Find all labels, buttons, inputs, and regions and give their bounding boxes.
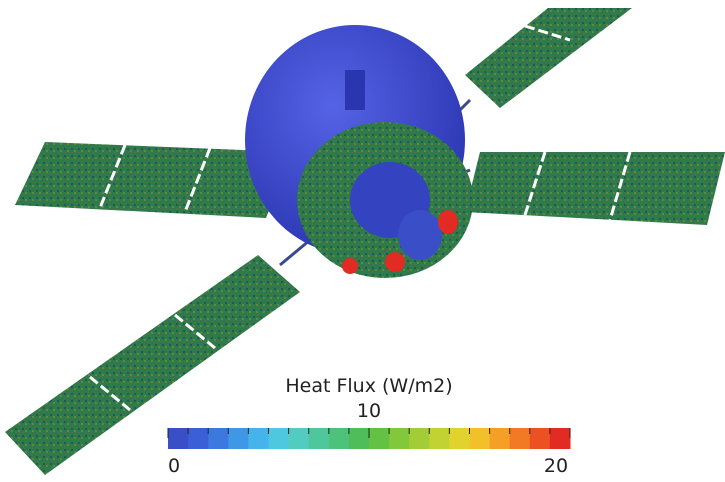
- color-band: [429, 428, 450, 449]
- color-band: [530, 428, 551, 449]
- color-band: [550, 428, 571, 449]
- color-band: [510, 428, 531, 449]
- color-band: [490, 428, 511, 449]
- scene: Heat Flux (W/m2) 0 10 20: [0, 0, 725, 482]
- color-band: [248, 428, 269, 449]
- color-band: [470, 428, 491, 449]
- color-band: [188, 428, 209, 449]
- colorbar-title: Heat Flux (W/m2): [285, 375, 452, 397]
- color-band: [329, 428, 350, 449]
- color-band: [309, 428, 330, 449]
- colorbar: Heat Flux (W/m2) 0 10 20: [168, 375, 571, 477]
- color-band: [208, 428, 229, 449]
- tick-label: 20: [544, 455, 568, 477]
- color-band: [228, 428, 249, 449]
- color-band: [449, 428, 470, 449]
- color-band: [369, 428, 390, 449]
- solar-panel: [465, 8, 632, 108]
- solar-panel: [465, 152, 725, 225]
- color-band: [349, 428, 370, 449]
- color-band: [389, 428, 410, 449]
- tick-label: 0: [168, 455, 180, 477]
- color-band: [289, 428, 310, 449]
- color-band: [409, 428, 430, 449]
- color-band: [269, 428, 290, 449]
- color-band: [168, 428, 189, 449]
- tick-label: 10: [357, 400, 381, 422]
